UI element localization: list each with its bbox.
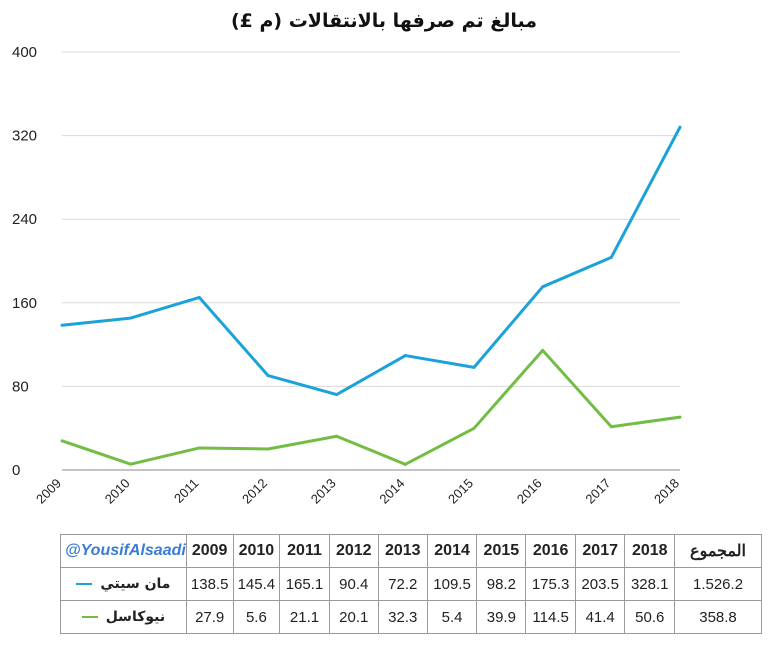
x-tick-label: 2010 — [102, 476, 133, 507]
year-header: 2015 — [476, 534, 527, 568]
year-header: 2009 — [185, 534, 234, 568]
team-name: مان سيتي — [100, 576, 171, 592]
total-cell: 358.8 — [674, 600, 762, 634]
year-header: 2014 — [426, 534, 478, 568]
y-tick-label: 160 — [12, 295, 37, 312]
year-header: 2017 — [574, 534, 626, 568]
value-cell: 90.4 — [328, 567, 379, 601]
series-2-point — [129, 462, 133, 466]
table-header-row: @YousifAlsaadi 2009 2010 2011 2012 2013 2014 20… — [60, 534, 762, 568]
series-1-point — [678, 125, 682, 129]
line-chart: مبالغ تم صرفها بالانتقالات (م £) 0 80 160 2… — [12, 10, 682, 507]
table-row: مان سيتي 138.5 145.4 165.1 90.4 72.2 109.5 98.2… — [60, 567, 762, 601]
y-axis-ticks: 0 80 160 240 320 400 — [12, 44, 37, 479]
value-cell: 41.4 — [574, 600, 626, 634]
grid-lines — [62, 51, 680, 471]
series-1-point — [609, 255, 613, 259]
value-cell: 165.1 — [279, 567, 330, 601]
team-label: مان سيتي — [60, 567, 187, 601]
series-2-point — [678, 415, 682, 419]
x-tick-label: 2015 — [445, 476, 476, 507]
value-cell: 27.9 — [185, 600, 234, 634]
value-cell: 20.1 — [328, 600, 379, 634]
value-cell: 175.3 — [525, 567, 576, 601]
value-cell: 328.1 — [624, 567, 676, 601]
x-tick-label: 2011 — [171, 476, 201, 506]
x-tick-label: 2016 — [514, 476, 545, 507]
y-tick-label: 320 — [12, 128, 37, 145]
value-cell: 72.2 — [377, 567, 428, 601]
year-header: 2012 — [328, 534, 379, 568]
x-tick-label: 2014 — [376, 476, 407, 507]
series-lines — [60, 125, 682, 466]
series-1-point — [541, 285, 545, 289]
value-cell: 21.1 — [279, 600, 330, 634]
series-2-point — [335, 434, 339, 438]
series-2-point — [472, 426, 476, 430]
x-tick-label: 2013 — [308, 476, 339, 507]
legend-swatch — [81, 616, 98, 618]
value-cell: 50.6 — [624, 600, 676, 634]
x-tick-label: 2009 — [33, 476, 64, 507]
series-1-point — [129, 316, 133, 320]
credit-label: @YousifAlsaadi — [60, 534, 187, 568]
series-1-point — [266, 374, 270, 378]
value-cell: 32.3 — [377, 600, 428, 634]
value-cell: 39.9 — [476, 600, 527, 634]
value-cell: 5.6 — [232, 600, 281, 634]
chart-title: مبالغ تم صرفها بالانتقالات (م £) — [231, 10, 537, 32]
value-cell: 109.5 — [426, 567, 478, 601]
value-cell: 145.4 — [232, 567, 281, 601]
series-1-point — [472, 365, 476, 369]
value-cell: 114.5 — [525, 600, 576, 634]
x-tick-label: 2018 — [651, 476, 682, 507]
series-1-point — [335, 393, 339, 397]
value-cell: 138.5 — [185, 567, 234, 601]
series-1-point — [403, 354, 407, 358]
y-tick-label: 400 — [12, 44, 37, 61]
series-1-point — [197, 295, 201, 299]
table-row: نيوكاسل 27.9 5.6 21.1 20.1 32.3 5.4 39.9 114.5 41… — [60, 600, 762, 634]
value-cell: 203.5 — [574, 567, 626, 601]
year-header: 2016 — [525, 534, 576, 568]
series-2-point — [541, 348, 545, 352]
series-2-point — [609, 425, 613, 429]
value-cell: 5.4 — [426, 600, 478, 634]
total-header: المجموع — [674, 534, 762, 568]
team-name: نيوكاسل — [105, 609, 166, 625]
series-2-point — [266, 447, 270, 451]
series-2-point — [197, 446, 201, 450]
team-label: نيوكاسل — [60, 600, 187, 634]
series-line-2 — [61, 348, 681, 466]
series-1-point — [60, 323, 64, 327]
year-header: 2018 — [624, 534, 676, 568]
year-header: 2011 — [279, 534, 330, 568]
x-axis-ticks: 2009 2010 2011 2012 2013 2014 2015 2016 2017 2018 — [33, 476, 682, 507]
total-cell: 1.526.2 — [674, 567, 762, 601]
year-header: 2010 — [232, 534, 281, 568]
series-2-point — [403, 462, 407, 466]
value-cell: 98.2 — [476, 567, 527, 601]
data-table: @YousifAlsaadi 2009 2010 2011 2012 2013 2014 20… — [60, 534, 762, 634]
series-2-point — [60, 439, 64, 443]
y-tick-label: 240 — [12, 211, 37, 228]
x-tick-label: 2017 — [582, 476, 613, 507]
y-tick-label: 0 — [12, 462, 20, 479]
year-header: 2013 — [377, 534, 428, 568]
series-line-1 — [61, 126, 682, 397]
legend-swatch — [76, 583, 93, 585]
x-tick-label: 2012 — [239, 476, 270, 507]
y-tick-label: 80 — [12, 378, 29, 395]
